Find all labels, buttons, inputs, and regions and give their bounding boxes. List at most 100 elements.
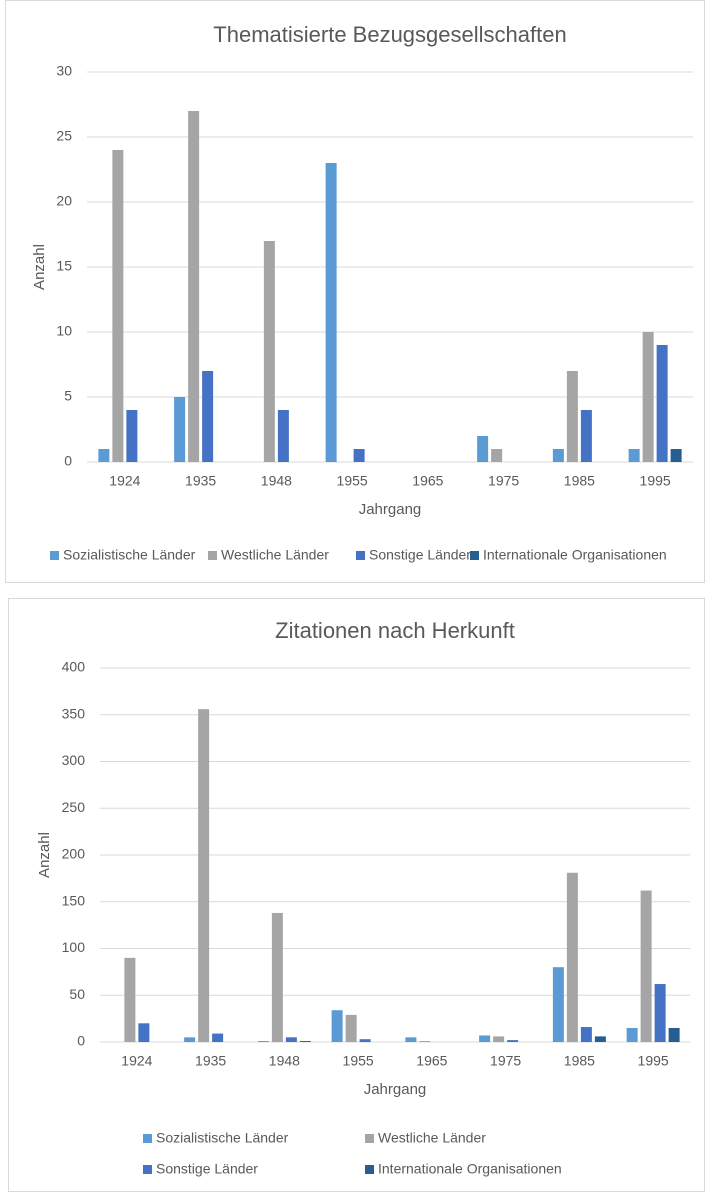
x-tick-label: 1955 <box>343 1053 374 1069</box>
bar <box>359 1039 371 1042</box>
x-tick-label: 1985 <box>564 1053 595 1069</box>
y-tick-label: 30 <box>56 63 72 79</box>
x-tick-label: 1975 <box>490 1053 521 1069</box>
bar <box>642 332 654 462</box>
bar <box>405 1037 417 1042</box>
legend-label: Sonstige Länder <box>156 1161 258 1177</box>
bar <box>202 371 214 462</box>
bar <box>580 410 592 462</box>
legend-swatch <box>365 1134 374 1143</box>
bar <box>668 1027 680 1042</box>
bar <box>491 449 503 462</box>
bar <box>112 150 124 462</box>
y-tick-label: 10 <box>56 323 72 339</box>
bar <box>419 1041 431 1042</box>
x-tick-label: 1975 <box>488 473 519 489</box>
bar <box>184 1037 196 1042</box>
y-axis-label: Anzahl <box>36 832 53 878</box>
y-tick-label: 400 <box>62 659 86 675</box>
bar <box>212 1033 224 1042</box>
legend-label: Sozialistische Länder <box>156 1130 289 1146</box>
bar <box>640 890 652 1042</box>
bar <box>656 345 668 462</box>
bar <box>353 449 365 462</box>
chart-title: Zitationen nach Herkunft <box>275 618 515 643</box>
legend-label: Westliche Länder <box>378 1130 486 1146</box>
y-tick-label: 5 <box>64 388 72 404</box>
y-tick-label: 350 <box>62 705 86 721</box>
x-tick-label: 1995 <box>638 1053 669 1069</box>
legend-swatch <box>50 551 59 560</box>
bar <box>198 709 210 1042</box>
bar <box>271 912 283 1042</box>
y-tick-label: 15 <box>56 258 72 274</box>
y-tick-label: 25 <box>56 128 72 144</box>
y-axis-label: Anzahl <box>31 244 48 290</box>
legend-label: Internationale Organisationen <box>483 547 667 563</box>
y-tick-label: 150 <box>62 892 86 908</box>
bar <box>126 410 138 462</box>
y-tick-label: 100 <box>62 939 86 955</box>
y-tick-label: 300 <box>62 752 86 768</box>
bar <box>670 449 682 462</box>
bar <box>552 967 564 1042</box>
x-tick-label: 1935 <box>195 1053 226 1069</box>
legend-swatch <box>470 551 479 560</box>
legend-swatch <box>356 551 365 560</box>
x-tick-label: 1924 <box>109 473 140 489</box>
bar <box>594 1036 606 1042</box>
legend-swatch <box>365 1165 374 1174</box>
y-tick-label: 0 <box>77 1033 85 1049</box>
bar <box>174 397 186 462</box>
x-tick-label: 1995 <box>640 473 671 489</box>
bar <box>580 1027 592 1042</box>
chart-frame <box>5 0 705 583</box>
y-tick-label: 20 <box>56 193 72 209</box>
bar <box>552 449 564 462</box>
bar <box>493 1036 505 1042</box>
bar <box>566 371 578 462</box>
x-tick-label: 1948 <box>261 473 292 489</box>
bar <box>257 1041 269 1042</box>
legend-label: Westliche Länder <box>221 547 329 563</box>
x-axis-label: Jahrgang <box>359 501 422 518</box>
bar <box>188 111 200 462</box>
legend-label: Internationale Organisationen <box>378 1161 562 1177</box>
bar <box>277 410 289 462</box>
bar <box>331 1010 343 1042</box>
y-tick-label: 200 <box>62 846 86 862</box>
chart-frame <box>8 598 705 1192</box>
legend-label: Sozialistische Länder <box>63 547 196 563</box>
bar <box>477 436 489 462</box>
chart-title: Thematisierte Bezugsgesellschaften <box>213 22 566 47</box>
x-tick-label: 1965 <box>412 473 443 489</box>
bar <box>98 449 110 462</box>
x-tick-label: 1924 <box>121 1053 152 1069</box>
y-tick-label: 250 <box>62 799 86 815</box>
bar <box>479 1035 491 1042</box>
legend-swatch <box>143 1165 152 1174</box>
bar <box>628 449 640 462</box>
x-tick-label: 1985 <box>564 473 595 489</box>
x-tick-label: 1935 <box>185 473 216 489</box>
bar <box>138 1023 150 1042</box>
x-axis-label: Jahrgang <box>364 1081 427 1098</box>
legend-swatch <box>208 551 217 560</box>
x-tick-label: 1955 <box>337 473 368 489</box>
bar <box>507 1040 519 1042</box>
bar <box>325 163 337 462</box>
x-tick-label: 1948 <box>269 1053 300 1069</box>
x-tick-label: 1965 <box>416 1053 447 1069</box>
bar <box>345 1014 357 1042</box>
bar <box>124 957 136 1042</box>
legend-swatch <box>143 1134 152 1143</box>
bar <box>626 1027 638 1042</box>
bar <box>566 872 578 1042</box>
bar <box>654 984 666 1042</box>
bar <box>263 241 275 462</box>
legend-label: Sonstige Länder <box>369 547 471 563</box>
y-tick-label: 0 <box>64 453 72 469</box>
y-tick-label: 50 <box>69 986 85 1002</box>
